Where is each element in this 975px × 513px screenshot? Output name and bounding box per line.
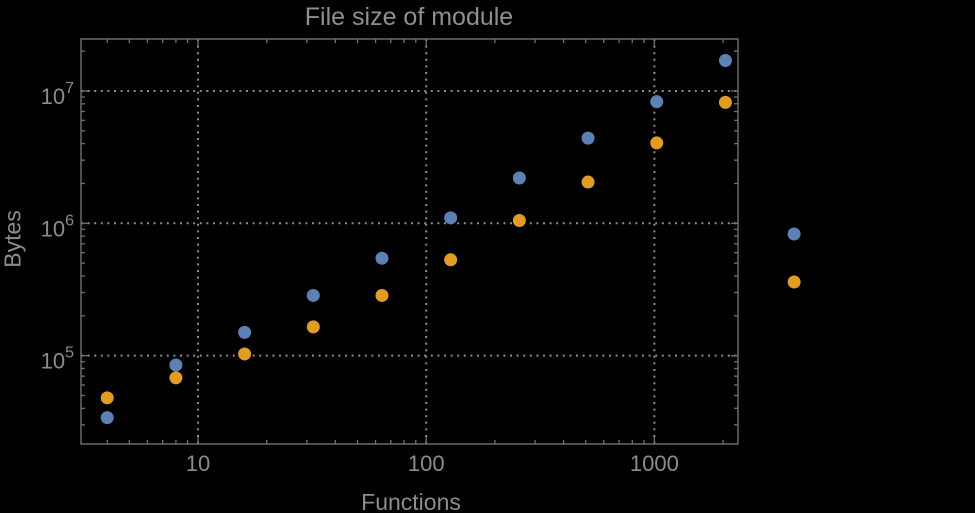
y-tick-label: 105 [41,345,74,374]
data-point-series-blue [718,53,732,67]
data-point-series-blue [169,358,183,372]
data-point-series-blue [306,288,320,302]
data-point-series-orange [444,253,458,267]
data-point-series-blue [787,227,801,241]
data-point-series-orange [100,391,114,405]
data-point-series-orange [306,320,320,334]
x-tick-label: 1000 [630,451,679,476]
data-point-series-orange [512,214,526,228]
x-axis-label: Functions [361,489,461,513]
x-tick-label: 100 [408,451,445,476]
data-point-series-orange [375,288,389,302]
data-point-series-orange [169,371,183,385]
data-point-series-blue [650,95,664,109]
plot-frame [80,38,739,445]
data-point-series-blue [100,411,114,425]
y-tick-label: 107 [41,80,74,109]
y-tick-label: 106 [41,212,74,241]
data-point-series-blue [581,131,595,145]
data-point-series-blue [444,211,458,225]
data-point-series-orange [650,136,664,150]
data-point-series-orange [581,175,595,189]
y-axis-label: Bytes [0,210,26,268]
chart-title: File size of module [304,3,514,31]
data-point-series-orange [787,275,801,289]
data-point-series-orange [238,347,252,361]
data-point-series-orange [718,95,732,109]
x-tick-label: 10 [186,451,210,476]
data-point-series-blue [375,251,389,265]
data-point-series-blue [238,325,252,339]
data-point-series-blue [512,171,526,185]
